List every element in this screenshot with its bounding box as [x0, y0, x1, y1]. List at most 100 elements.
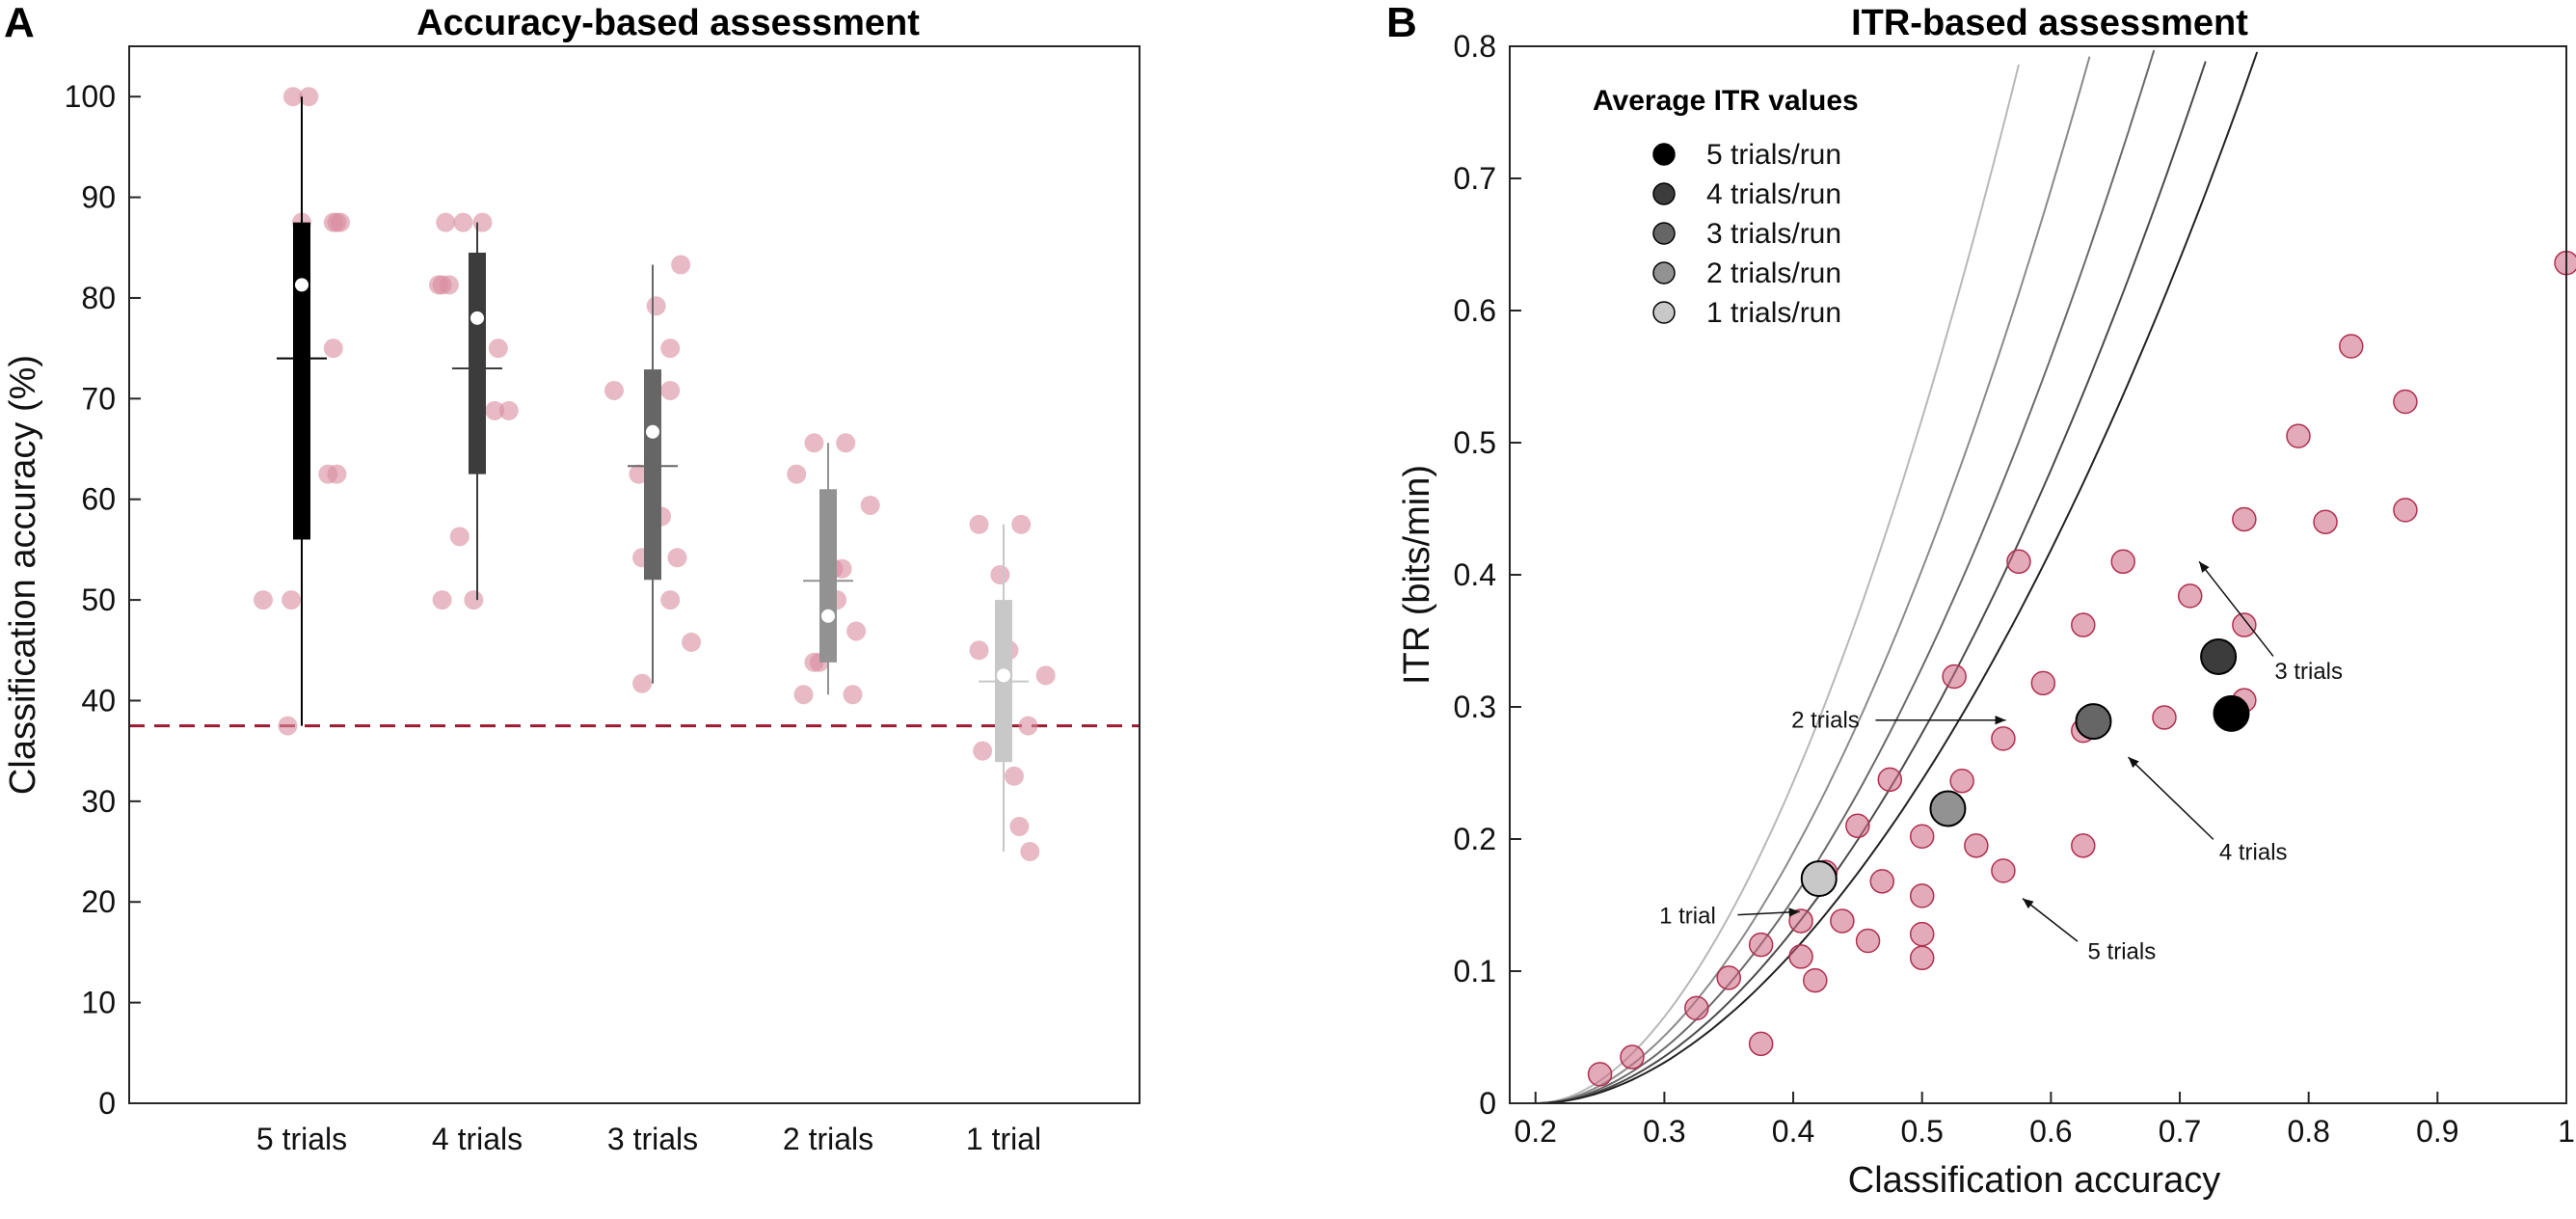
b-y-tick-label-0.5: 0.5: [1454, 425, 1496, 460]
itr-point-1-trial-1: [1587, 1062, 1613, 1087]
data-point-2-trials-5: [846, 621, 867, 641]
legend-marker-5-trials-run: [1652, 143, 1676, 166]
data-point-1-trial-4: [969, 640, 989, 661]
data-point-4-trials-9: [449, 527, 470, 547]
data-point-5-trials-10: [323, 339, 343, 359]
data-point-5-trials-5: [299, 87, 319, 107]
b-x-tick-label-0.2: 0.2: [1514, 1114, 1556, 1149]
average-marker-5-trials-run: [2213, 694, 2250, 732]
annotation-arrow-4-trials: [2128, 756, 2214, 840]
itr-point-2-trials-1: [1716, 965, 1741, 990]
data-point-4-trials-7: [432, 590, 452, 610]
itr-point-1-trial-2: [1620, 1044, 1645, 1070]
data-point-4-trials-11: [485, 400, 505, 420]
annotation-arrowhead-2-trials: [1995, 716, 2006, 725]
data-point-3-trials-6: [671, 255, 691, 275]
y-tick-label-0: 0: [98, 1086, 116, 1121]
b-y-tick-label-0.6: 0.6: [1454, 293, 1496, 328]
box-5-trials: [293, 222, 310, 540]
legend-marker-3-trials-run: [1652, 222, 1676, 245]
data-point-2-trials-10: [843, 685, 863, 705]
data-point-1-trial-6: [1035, 665, 1056, 686]
average-marker-4-trials-run: [2200, 637, 2238, 675]
legend-label-5-trials-run: 5 trials/run: [1706, 139, 1841, 171]
data-point-2-trials-4: [860, 495, 880, 515]
itr-point-1-trial-6: [1845, 813, 1870, 839]
itr-point-3-trials-7: [2177, 583, 2203, 609]
data-point-5-trials-2: [282, 590, 302, 610]
itr-point-3-trials-9: [2286, 423, 2311, 448]
y-tick-label-50: 50: [81, 582, 116, 617]
data-point-3-trials-3: [646, 296, 666, 316]
y-tick-label-80: 80: [81, 281, 116, 315]
b-y-tick-label-0.7: 0.7: [1454, 161, 1496, 196]
itr-point-1-trial-9: [2006, 549, 2031, 575]
itr-point-2-trials-9: [2071, 612, 2096, 637]
annotation-arrow-3-trials: [2198, 560, 2274, 657]
b-y-tick-label-0.2: 0.2: [1454, 822, 1496, 856]
data-point-1-trial-2: [1011, 514, 1032, 534]
panel-letter-b: B: [1386, 0, 1417, 46]
mean-marker-1-trial: [997, 668, 1010, 683]
annotation-arrowhead-5-trials: [2022, 898, 2034, 909]
itr-point-4-trials-3: [1991, 858, 2016, 883]
data-point-1-trial-7: [1018, 716, 1038, 736]
itr-point-2-trials-10: [2110, 549, 2135, 575]
y-tick-label-30: 30: [81, 784, 116, 819]
box-4-trials: [469, 252, 486, 474]
data-point-4-trials-5: [453, 212, 473, 232]
itr-point-1-trial-4: [1748, 932, 1774, 958]
x-tick-label-1-trial: 1 trial: [966, 1122, 1041, 1156]
data-point-3-trials-11: [632, 673, 653, 693]
data-point-4-trials-10: [488, 339, 508, 359]
b-x-tick-label-0.3: 0.3: [1643, 1114, 1685, 1149]
panel-b: B ITR-based assessment 00.10.20.30.40.50…: [1386, 0, 2576, 1201]
legend-label-4-trials-run: 4 trials/run: [1706, 178, 1841, 210]
itr-point-3-trials-10: [2339, 334, 2364, 359]
x-tick-label-4-trials: 4 trials: [432, 1122, 523, 1156]
panel-a: A Accuracy-based assessment 0 10 20 30 40 50 6…: [3, 0, 1140, 1156]
itr-point-4-trials-7: [2313, 509, 2338, 534]
itr-point-2-trials-5: [1909, 824, 1935, 850]
panel-letter-a: A: [4, 0, 35, 46]
itr-point-3-trials-8: [2232, 506, 2257, 532]
b-x-tick-label-0.4: 0.4: [1772, 1114, 1814, 1149]
panel-a-frame: [128, 45, 1140, 1104]
data-point-3-trials-1: [604, 380, 624, 400]
y-tick-label-90: 90: [81, 180, 116, 215]
curve-1-trial: [1535, 64, 2020, 1104]
b-y-tick-label-0: 0: [1479, 1086, 1496, 1121]
x-tick-label-3-trials: 3 trials: [607, 1122, 698, 1156]
itr-point-4-trials-1: [1788, 944, 1813, 969]
panel-b-frame: [1509, 45, 2567, 1104]
itr-point-3-trials-3: [1855, 928, 1881, 954]
data-point-3-trials-10: [682, 632, 702, 652]
y-tick-label-20: 20: [81, 884, 116, 919]
data-point-2-trials-9: [793, 685, 814, 705]
legend-marker-2-trials-run: [1652, 261, 1676, 284]
annotation-arrowhead-3-trials: [2199, 561, 2210, 573]
x-tick-label-2-trials: 2 trials: [783, 1122, 873, 1156]
mean-marker-5-trials: [295, 278, 309, 292]
x-tick-label-5-trials: 5 trials: [256, 1122, 347, 1156]
data-point-3-trials-2: [629, 464, 649, 484]
b-y-tick-label-0.4: 0.4: [1454, 557, 1496, 592]
data-point-2-trials-3: [836, 433, 856, 453]
legend-label-3-trials-run: 3 trials/run: [1706, 218, 1841, 250]
itr-point-4-trials-6: [2232, 612, 2257, 637]
b-y-tick-label-0.1: 0.1: [1454, 954, 1496, 989]
data-point-2-trials-1: [787, 464, 807, 484]
data-point-1-trial-9: [1004, 766, 1024, 786]
y-tick-label-40: 40: [81, 683, 116, 718]
mean-marker-2-trials: [821, 609, 835, 623]
curve-2-trials: [1535, 56, 2091, 1104]
data-point-5-trials-12: [327, 464, 347, 484]
data-point-3-trials-9: [660, 590, 681, 610]
legend-label-1-trials-run: 1 trials/run: [1706, 297, 1841, 329]
itr-point-5-trials-3: [2393, 498, 2418, 523]
data-point-4-trials-4: [436, 212, 456, 232]
legend-marker-4-trials-run: [1652, 182, 1676, 205]
data-point-3-trials-5: [660, 380, 681, 400]
data-point-5-trials-1: [253, 590, 273, 610]
mean-marker-3-trials: [646, 424, 659, 439]
